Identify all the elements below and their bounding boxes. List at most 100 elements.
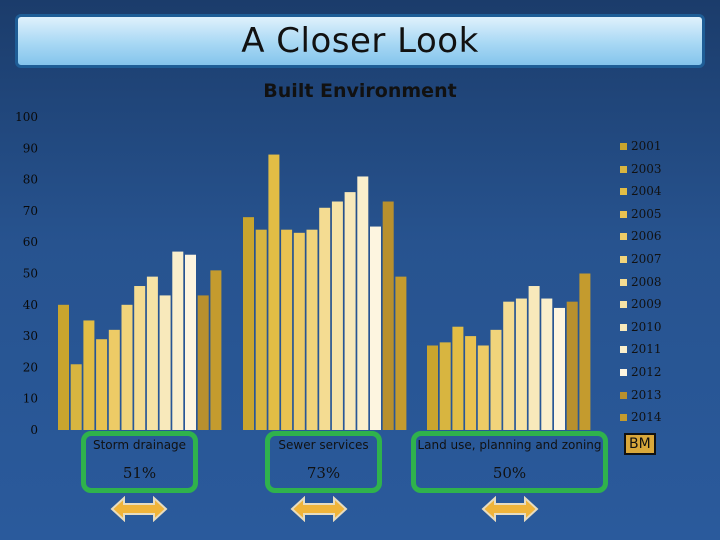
bar-2005	[96, 339, 108, 430]
bar-2001	[243, 217, 254, 430]
slide-title-box: A Closer Look	[15, 14, 705, 68]
bar-2013	[197, 295, 209, 430]
bar-2011	[541, 298, 553, 430]
category-highlight-box	[81, 431, 198, 493]
y-tick-label: 30	[23, 329, 38, 343]
bar-2004	[452, 326, 464, 430]
legend-label: 2011	[631, 342, 662, 357]
legend-label: 2006	[631, 229, 662, 244]
legend-item: 2010	[620, 317, 662, 337]
y-tick-label: 90	[23, 141, 38, 155]
legend-label: 2007	[631, 252, 662, 266]
legend-item: 2014	[620, 407, 662, 427]
legend-swatch	[620, 233, 627, 241]
legend-label: 2005	[631, 206, 662, 221]
bar-2007	[121, 304, 133, 430]
y-tick-label: 40	[23, 298, 38, 312]
bar-2010	[528, 286, 540, 430]
category-label: Sewer services	[278, 438, 369, 452]
legend-label: 2004	[631, 184, 662, 199]
y-tick-label: 0	[30, 423, 38, 437]
y-tick-label: 20	[23, 360, 38, 374]
bar-2011	[172, 251, 184, 430]
bar-2004	[83, 320, 95, 430]
legend-swatch	[620, 165, 627, 173]
chart-title: Built Environment	[263, 80, 457, 102]
bar-2007	[306, 229, 318, 430]
legend-swatch	[620, 256, 627, 263]
y-tick-label: 60	[23, 235, 38, 249]
legend-swatch	[620, 143, 627, 150]
bar-2009	[331, 201, 343, 430]
category-label: Storm drainage	[92, 438, 187, 452]
author-initials: BM	[624, 433, 656, 455]
bar-2007	[490, 329, 502, 430]
legend-swatch	[620, 188, 627, 196]
bar-2012	[185, 254, 196, 430]
legend-swatch	[620, 301, 627, 309]
bar-2005	[281, 229, 293, 430]
bar-2001	[427, 345, 438, 430]
legend-item: 2009	[620, 294, 662, 314]
bar-2013	[382, 201, 394, 430]
legend-item: 2006	[620, 226, 662, 246]
bar-2006	[293, 232, 305, 430]
bar-2011	[357, 176, 369, 430]
legend-item: 2007	[620, 249, 662, 269]
bar-2003	[70, 364, 82, 430]
category-percent: 51%	[122, 464, 157, 482]
category-percent: 73%	[306, 464, 341, 482]
legend-item: 2005	[620, 204, 662, 224]
double-arrow-icon	[110, 496, 168, 522]
double-arrow-icon	[290, 496, 348, 522]
category-percent: 50%	[492, 464, 527, 482]
legend-label: 2010	[631, 319, 662, 334]
legend-item: 2011	[620, 339, 662, 359]
legend-item: 2001	[620, 136, 662, 156]
legend-swatch	[620, 278, 627, 286]
legend-swatch	[620, 323, 627, 331]
bar-2008	[134, 286, 146, 430]
legend-label: 2009	[631, 297, 662, 312]
bar-2003	[439, 342, 451, 430]
legend-label: 2012	[631, 365, 662, 379]
legend-item: 2008	[620, 272, 662, 292]
y-tick-label: 80	[23, 173, 38, 187]
legend-item: 2003	[620, 159, 662, 179]
category-highlight-box	[265, 431, 382, 493]
bar-2008	[319, 207, 331, 430]
bar-2012	[554, 307, 565, 430]
y-tick-label: 50	[23, 267, 38, 281]
legend-label: 2014	[631, 410, 662, 425]
legend-label: 2013	[631, 387, 662, 402]
bar-2010	[344, 192, 356, 430]
legend-swatch	[620, 210, 627, 218]
bar-2003	[255, 229, 267, 430]
legend-item: 2013	[620, 385, 662, 405]
bar-2005	[465, 336, 477, 430]
slide-title: A Closer Look	[241, 21, 479, 61]
bar-2009	[515, 298, 527, 430]
legend-swatch	[620, 391, 627, 399]
bar-2012	[370, 226, 381, 430]
bar-2001	[58, 304, 69, 430]
y-tick-label: 70	[23, 204, 38, 218]
legend-item: 2012	[620, 362, 662, 382]
legend-label: 2008	[631, 274, 662, 289]
legend-label: 2003	[631, 161, 662, 176]
y-tick-label: 100	[15, 110, 38, 124]
y-tick-label: 10	[23, 392, 38, 406]
bar-2014	[210, 270, 222, 430]
category-highlight-box	[411, 431, 608, 493]
bar-2014	[579, 273, 591, 430]
bar-2014	[395, 276, 407, 430]
bar-2006	[108, 329, 120, 430]
legend-swatch	[620, 346, 627, 354]
bar-2004	[268, 154, 280, 430]
legend-item: 2004	[620, 181, 662, 201]
legend-swatch	[620, 414, 627, 422]
legend-label: 2001	[631, 139, 662, 153]
bar-2006	[477, 345, 489, 430]
legend-swatch	[620, 369, 627, 376]
